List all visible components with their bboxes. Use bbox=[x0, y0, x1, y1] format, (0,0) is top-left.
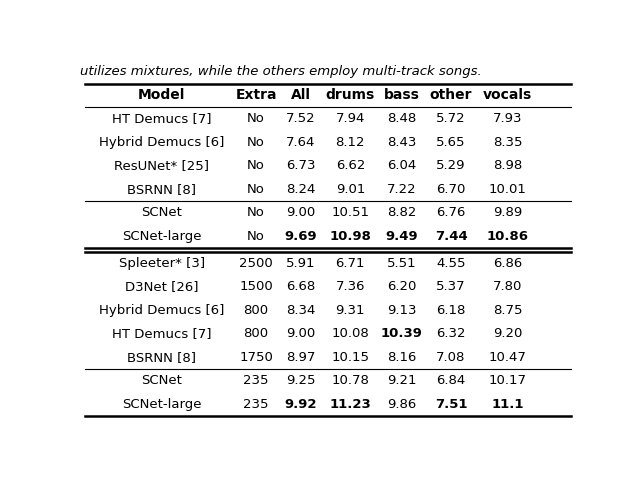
Text: vocals: vocals bbox=[483, 89, 532, 102]
Text: 7.44: 7.44 bbox=[435, 230, 467, 243]
Text: 5.72: 5.72 bbox=[436, 112, 466, 125]
Text: 235: 235 bbox=[243, 398, 269, 411]
Text: 9.20: 9.20 bbox=[493, 327, 522, 340]
Text: 8.82: 8.82 bbox=[387, 206, 416, 219]
Text: 8.75: 8.75 bbox=[493, 304, 522, 317]
Text: 6.62: 6.62 bbox=[335, 159, 365, 172]
Text: 6.86: 6.86 bbox=[493, 257, 522, 270]
Text: 7.22: 7.22 bbox=[387, 183, 416, 196]
Text: No: No bbox=[247, 206, 265, 219]
Text: 8.97: 8.97 bbox=[286, 351, 316, 364]
Text: 11.23: 11.23 bbox=[330, 398, 371, 411]
Text: ResUNet* [25]: ResUNet* [25] bbox=[115, 159, 209, 172]
Text: 7.51: 7.51 bbox=[435, 398, 467, 411]
Text: 10.01: 10.01 bbox=[488, 183, 527, 196]
Text: 9.49: 9.49 bbox=[385, 230, 418, 243]
Text: 10.39: 10.39 bbox=[380, 327, 422, 340]
Text: 10.51: 10.51 bbox=[332, 206, 369, 219]
Text: 6.71: 6.71 bbox=[335, 257, 365, 270]
Text: HT Demucs [7]: HT Demucs [7] bbox=[112, 327, 212, 340]
Text: SCNet: SCNet bbox=[141, 206, 182, 219]
Text: 7.08: 7.08 bbox=[436, 351, 466, 364]
Text: SCNet-large: SCNet-large bbox=[122, 230, 202, 243]
Text: 1500: 1500 bbox=[239, 280, 273, 293]
Text: 10.47: 10.47 bbox=[488, 351, 527, 364]
Text: 10.15: 10.15 bbox=[332, 351, 369, 364]
Text: 9.69: 9.69 bbox=[284, 230, 317, 243]
Text: SCNet-large: SCNet-large bbox=[122, 398, 202, 411]
Text: 6.20: 6.20 bbox=[387, 280, 416, 293]
Text: All: All bbox=[291, 89, 311, 102]
Text: No: No bbox=[247, 136, 265, 149]
Text: 7.64: 7.64 bbox=[286, 136, 316, 149]
Text: 6.70: 6.70 bbox=[436, 183, 466, 196]
Text: 6.18: 6.18 bbox=[436, 304, 466, 317]
Text: 9.25: 9.25 bbox=[286, 374, 316, 387]
Text: SCNet: SCNet bbox=[141, 374, 182, 387]
Text: 7.36: 7.36 bbox=[335, 280, 365, 293]
Text: Hybrid Demucs [6]: Hybrid Demucs [6] bbox=[99, 136, 225, 149]
Text: 6.68: 6.68 bbox=[286, 280, 316, 293]
Text: Hybrid Demucs [6]: Hybrid Demucs [6] bbox=[99, 304, 225, 317]
Text: 6.76: 6.76 bbox=[436, 206, 466, 219]
Text: 8.98: 8.98 bbox=[493, 159, 522, 172]
Text: 9.92: 9.92 bbox=[284, 398, 317, 411]
Text: 7.80: 7.80 bbox=[493, 280, 522, 293]
Text: 11.1: 11.1 bbox=[492, 398, 524, 411]
Text: 10.98: 10.98 bbox=[330, 230, 371, 243]
Text: 5.29: 5.29 bbox=[436, 159, 466, 172]
Text: 9.89: 9.89 bbox=[493, 206, 522, 219]
Text: 2500: 2500 bbox=[239, 257, 273, 270]
Text: 4.55: 4.55 bbox=[436, 257, 466, 270]
Text: drums: drums bbox=[326, 89, 375, 102]
Text: No: No bbox=[247, 159, 265, 172]
Text: 10.86: 10.86 bbox=[486, 230, 529, 243]
Text: 9.21: 9.21 bbox=[387, 374, 416, 387]
Text: 9.00: 9.00 bbox=[286, 206, 316, 219]
Text: 9.01: 9.01 bbox=[335, 183, 365, 196]
Text: 7.93: 7.93 bbox=[493, 112, 522, 125]
Text: 8.12: 8.12 bbox=[335, 136, 365, 149]
Text: 8.24: 8.24 bbox=[286, 183, 316, 196]
Text: 8.16: 8.16 bbox=[387, 351, 416, 364]
Text: 8.34: 8.34 bbox=[286, 304, 316, 317]
Text: BSRNN [8]: BSRNN [8] bbox=[127, 351, 196, 364]
Text: 9.13: 9.13 bbox=[387, 304, 416, 317]
Text: BSRNN [8]: BSRNN [8] bbox=[127, 183, 196, 196]
Text: Model: Model bbox=[138, 89, 186, 102]
Text: utilizes mixtures, while the others employ multi-track songs.: utilizes mixtures, while the others empl… bbox=[80, 65, 482, 78]
Text: bass: bass bbox=[383, 89, 419, 102]
Text: 6.04: 6.04 bbox=[387, 159, 416, 172]
Text: 8.43: 8.43 bbox=[387, 136, 416, 149]
Text: 9.86: 9.86 bbox=[387, 398, 416, 411]
Text: 6.73: 6.73 bbox=[286, 159, 316, 172]
Text: 5.65: 5.65 bbox=[436, 136, 466, 149]
Text: 800: 800 bbox=[243, 327, 269, 340]
Text: 9.00: 9.00 bbox=[286, 327, 316, 340]
Text: 6.84: 6.84 bbox=[436, 374, 466, 387]
Text: 800: 800 bbox=[243, 304, 269, 317]
Text: Extra: Extra bbox=[236, 89, 277, 102]
Text: 10.08: 10.08 bbox=[332, 327, 369, 340]
Text: 10.78: 10.78 bbox=[332, 374, 369, 387]
Text: 1750: 1750 bbox=[239, 351, 273, 364]
Text: No: No bbox=[247, 112, 265, 125]
Text: 235: 235 bbox=[243, 374, 269, 387]
Text: No: No bbox=[247, 230, 265, 243]
Text: 5.37: 5.37 bbox=[436, 280, 466, 293]
Text: other: other bbox=[429, 89, 472, 102]
Text: 5.51: 5.51 bbox=[387, 257, 416, 270]
Text: 6.32: 6.32 bbox=[436, 327, 466, 340]
Text: 9.31: 9.31 bbox=[335, 304, 365, 317]
Text: 7.52: 7.52 bbox=[286, 112, 316, 125]
Text: No: No bbox=[247, 183, 265, 196]
Text: 8.48: 8.48 bbox=[387, 112, 416, 125]
Text: 5.91: 5.91 bbox=[286, 257, 316, 270]
Text: 8.35: 8.35 bbox=[493, 136, 522, 149]
Text: HT Demucs [7]: HT Demucs [7] bbox=[112, 112, 212, 125]
Text: D3Net [26]: D3Net [26] bbox=[125, 280, 198, 293]
Text: Spleeter* [3]: Spleeter* [3] bbox=[119, 257, 205, 270]
Text: 7.94: 7.94 bbox=[335, 112, 365, 125]
Text: 10.17: 10.17 bbox=[488, 374, 527, 387]
